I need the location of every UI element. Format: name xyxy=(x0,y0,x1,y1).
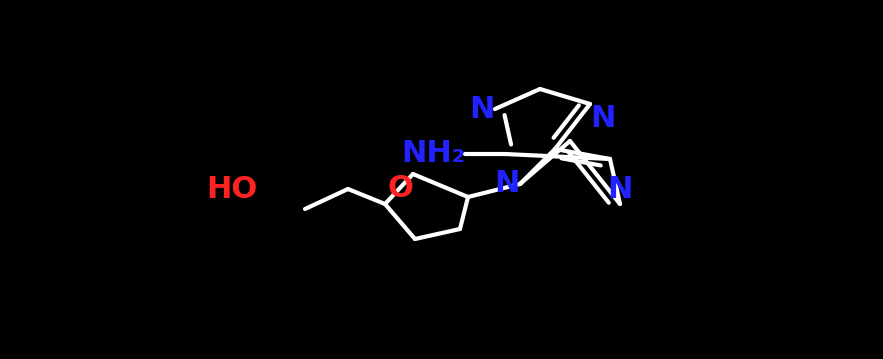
Text: NH₂: NH₂ xyxy=(401,140,465,168)
Text: N: N xyxy=(590,104,615,133)
Text: N: N xyxy=(470,94,495,123)
Text: N: N xyxy=(494,169,520,199)
Text: N: N xyxy=(608,175,633,204)
Text: HO: HO xyxy=(207,174,258,204)
Text: O: O xyxy=(387,174,413,203)
